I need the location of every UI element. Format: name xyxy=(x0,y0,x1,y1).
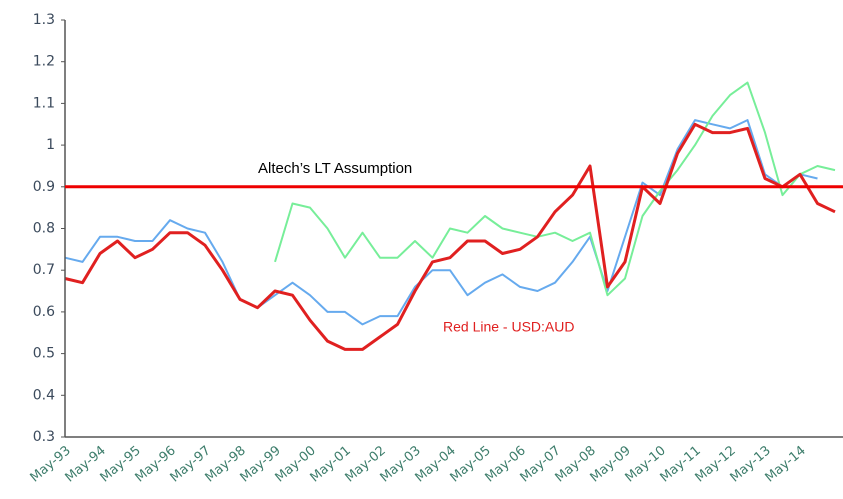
y-tick-label: 1 xyxy=(46,137,55,153)
reference-label: Altech’s LT Assumption xyxy=(258,160,412,177)
y-tick-label: 1.1 xyxy=(33,95,55,111)
annotation: Red Line - USD:AUD xyxy=(443,319,575,335)
y-tick-label: 0.6 xyxy=(33,304,55,320)
y-tick-label: 1.2 xyxy=(33,54,55,70)
series-line xyxy=(64,122,836,351)
y-tick-label: 0.7 xyxy=(33,262,55,278)
series-line xyxy=(274,81,836,297)
y-tick-label: 0.9 xyxy=(33,179,55,195)
y-tick-label: 0.5 xyxy=(33,346,55,362)
y-tick-label: 0.4 xyxy=(33,387,55,403)
y-tick-label: 0.8 xyxy=(33,221,55,237)
y-tick-label: 0.3 xyxy=(33,429,55,445)
y-tick-label: 1.3 xyxy=(33,12,55,28)
series-line xyxy=(64,119,818,326)
